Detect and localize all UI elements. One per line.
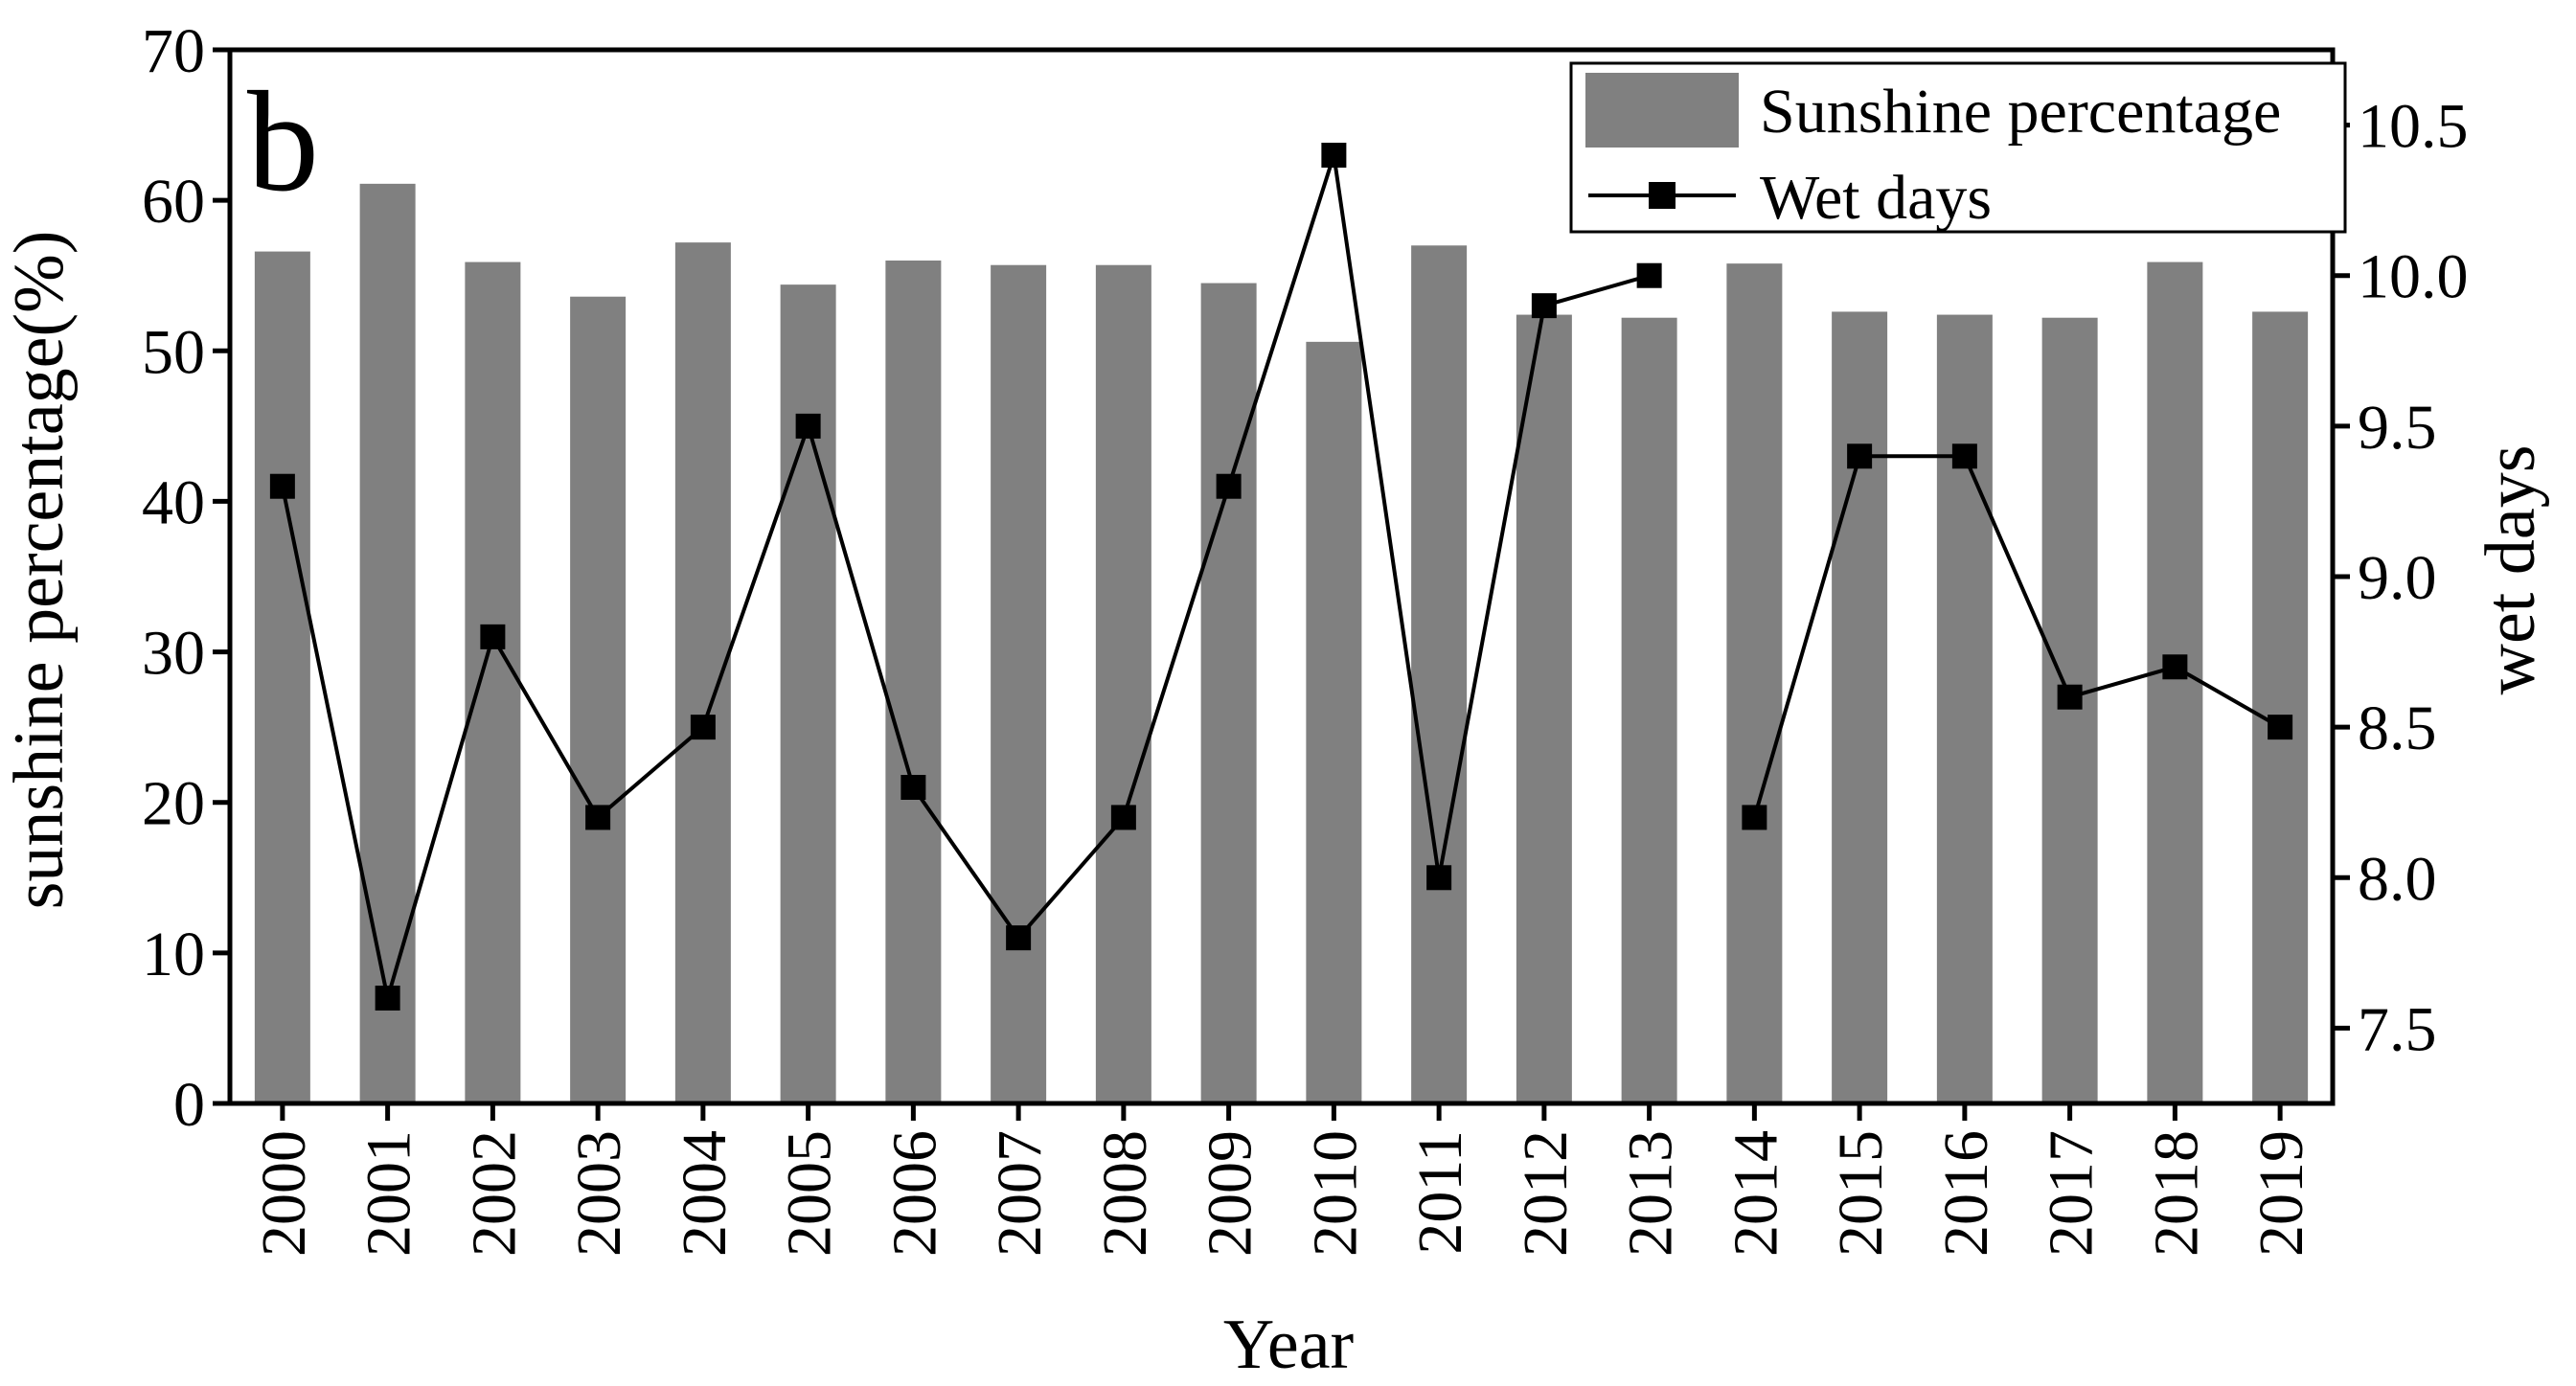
wet-days-point-2011 — [1426, 865, 1452, 891]
bar-2000 — [254, 251, 310, 1104]
right-tick-label-7.5: 7.5 — [2358, 994, 2437, 1064]
wet-days-line-segment-2 — [1752, 454, 2282, 818]
wet-days-point-2018 — [2162, 654, 2188, 680]
legend: Sunshine percentage Wet days — [1569, 61, 2347, 234]
right-tick-label-10: 10.0 — [2358, 242, 2469, 312]
bar-2013 — [1621, 317, 1677, 1103]
x-tick-label-2006: 2006 — [879, 1130, 949, 1257]
left-tick-label-40: 40 — [142, 467, 205, 537]
wet-days-point-2002 — [480, 624, 506, 649]
right-tick-label-8.5: 8.5 — [2358, 693, 2437, 763]
bar-2008 — [1095, 264, 1151, 1103]
left-axis-title: sunshine percentage(%) — [0, 231, 79, 910]
wet-days-point-2019 — [2268, 715, 2293, 740]
bar-2006 — [885, 261, 942, 1103]
bar-2018 — [2147, 261, 2203, 1104]
x-tick-label-2012: 2012 — [1511, 1130, 1581, 1257]
bar-2016 — [1936, 314, 1993, 1104]
x-tick-label-2015: 2015 — [1826, 1130, 1896, 1257]
wet-days-point-2003 — [585, 805, 611, 830]
bars-layer — [254, 183, 2309, 1104]
panel-label: b — [247, 62, 319, 221]
wet-days-point-2005 — [795, 413, 821, 439]
x-tick-label-2014: 2014 — [1721, 1130, 1790, 1257]
wet-days-point-2017 — [2057, 684, 2083, 710]
right-tick-label-8: 8.0 — [2358, 844, 2437, 914]
bar-2007 — [991, 264, 1047, 1103]
bar-2012 — [1516, 314, 1572, 1104]
right-tick-label-10.5: 10.5 — [2358, 92, 2469, 162]
wet-days-point-2004 — [690, 715, 716, 740]
bar-2019 — [2252, 311, 2309, 1103]
wet-days-point-2007 — [1006, 925, 1032, 951]
bar-2002 — [465, 261, 521, 1104]
legend-sunshine-swatch — [1585, 73, 1739, 148]
x-tick-label-2000: 2000 — [249, 1130, 319, 1257]
x-tick-label-2009: 2009 — [1196, 1130, 1265, 1257]
x-tick-label-2016: 2016 — [1931, 1130, 2001, 1257]
bar-2014 — [1726, 263, 1783, 1104]
bar-2003 — [570, 296, 627, 1103]
x-tick-label-2013: 2013 — [1616, 1130, 1686, 1257]
wet-days-point-2010 — [1321, 143, 1347, 168]
x-tick-label-2017: 2017 — [2037, 1130, 2107, 1257]
right-tick-label-9.5: 9.5 — [2358, 393, 2437, 463]
wet-days-point-2012 — [1531, 293, 1557, 319]
bar-2009 — [1200, 283, 1257, 1104]
x-tick-label-2005: 2005 — [775, 1130, 845, 1257]
bar-2001 — [359, 183, 416, 1103]
wet-days-point-2000 — [269, 473, 295, 499]
bar-2011 — [1411, 245, 1468, 1103]
wet-days-point-2015 — [1847, 443, 1873, 469]
bar-2015 — [1832, 311, 1888, 1103]
left-axis: 0 10 20 30 40 50 60 70 — [142, 16, 230, 1140]
left-tick-label-50: 50 — [142, 317, 205, 387]
bar-2010 — [1306, 341, 1362, 1103]
x-tick-label-2004: 2004 — [670, 1130, 740, 1257]
legend-wet-days-label: Wet days — [1760, 163, 1992, 233]
wet-days-point-2008 — [1110, 805, 1136, 830]
wet-days-point-2013 — [1636, 262, 1662, 288]
left-tick-label-70: 70 — [142, 16, 205, 86]
x-tick-label-2008: 2008 — [1090, 1130, 1160, 1257]
wet-days-point-2016 — [1951, 443, 1977, 469]
right-axis: 7.5 8.0 8.5 9.0 9.5 10.0 10.5 — [2333, 92, 2469, 1064]
x-tick-label-2018: 2018 — [2141, 1130, 2211, 1257]
wet-days-point-2014 — [1742, 805, 1767, 830]
x-axis-title: Year — [1223, 1306, 1354, 1384]
legend-wet-days-marker — [1649, 182, 1676, 209]
right-axis-title: wet days — [2472, 445, 2550, 695]
x-tick-label-2011: 2011 — [1405, 1130, 1475, 1255]
wet-days-line-segment-1 — [280, 154, 1651, 999]
x-tick-label-2001: 2001 — [354, 1130, 424, 1257]
wet-days-point-2009 — [1216, 473, 1242, 499]
left-tick-label-20: 20 — [142, 769, 205, 839]
legend-sunshine-label: Sunshine percentage — [1760, 77, 2281, 147]
left-tick-label-0: 0 — [173, 1070, 205, 1140]
wet-days-point-2006 — [900, 775, 926, 800]
left-tick-label-10: 10 — [142, 920, 205, 989]
wet-days-point-2001 — [375, 986, 400, 1011]
x-tick-label-2003: 2003 — [564, 1130, 634, 1257]
x-tick-label-2007: 2007 — [985, 1130, 1055, 1257]
bar-2005 — [780, 284, 836, 1104]
bar-2017 — [2041, 317, 2098, 1103]
x-axis: 2000 2001 2002 2003 2004 2005 2006 2007 2008 2009… — [249, 1103, 2316, 1257]
left-tick-label-60: 60 — [142, 167, 205, 237]
x-tick-label-2019: 2019 — [2246, 1130, 2316, 1257]
left-tick-label-30: 30 — [142, 619, 205, 689]
x-tick-label-2002: 2002 — [459, 1130, 529, 1257]
x-tick-label-2010: 2010 — [1300, 1130, 1370, 1257]
right-tick-label-9: 9.0 — [2358, 543, 2437, 613]
line-layer — [269, 143, 2293, 1011]
